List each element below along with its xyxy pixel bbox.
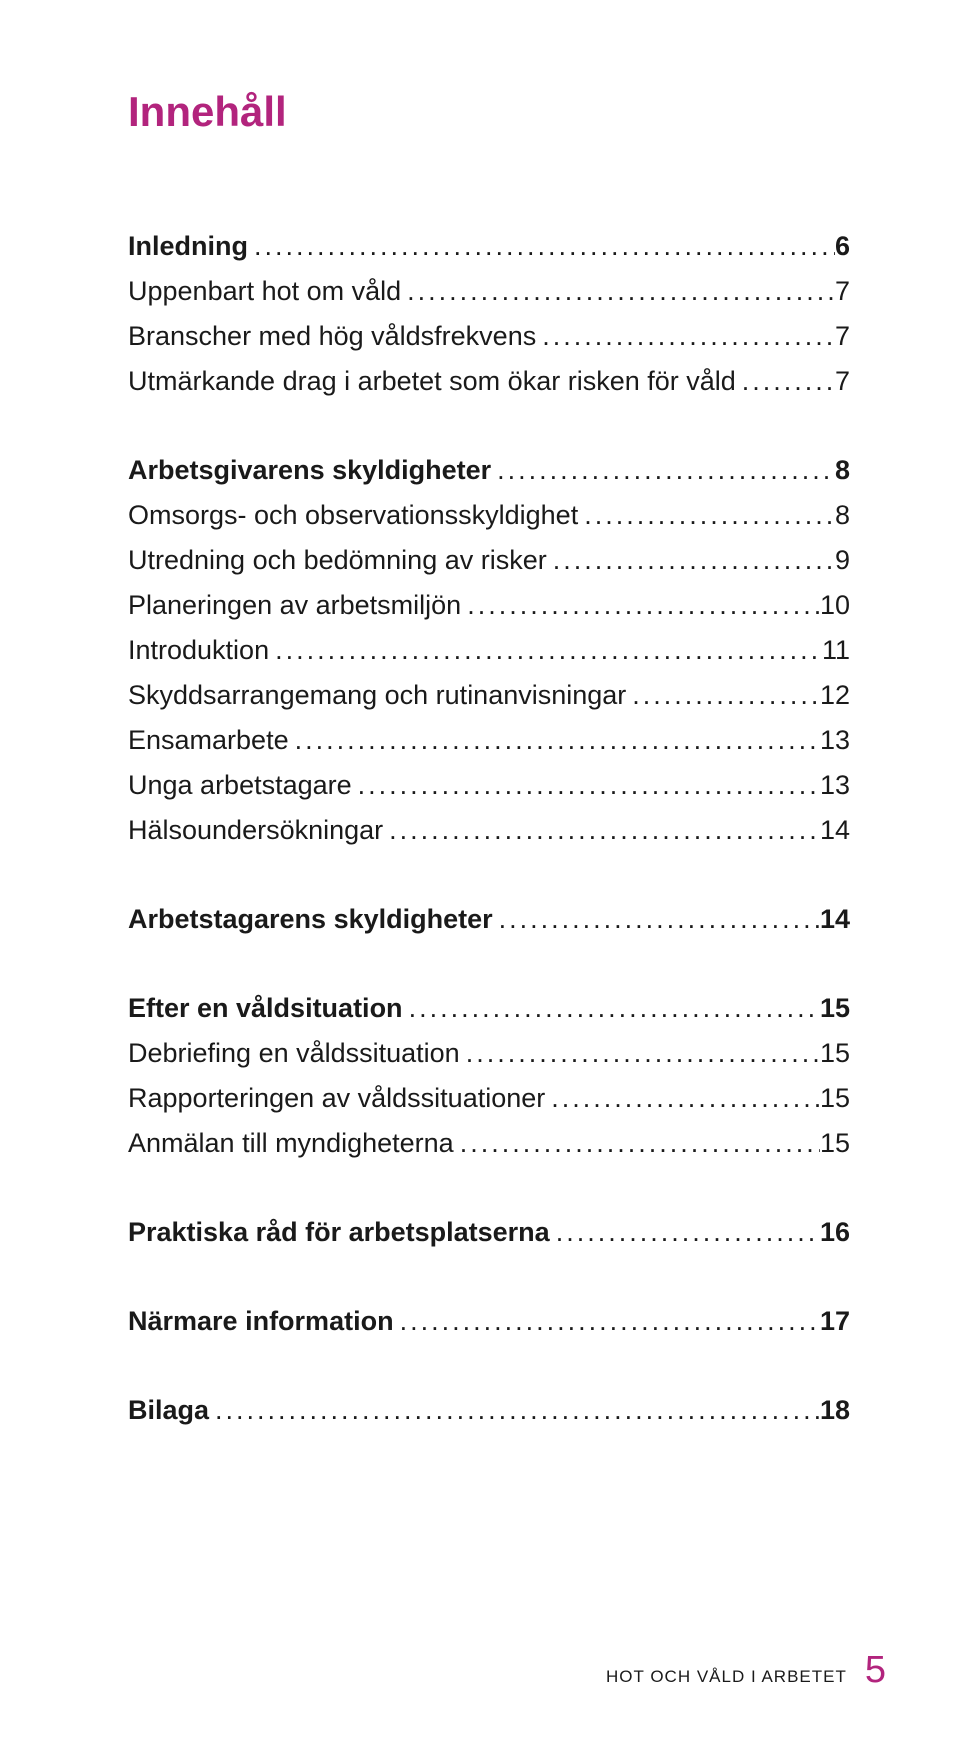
toc-page-number: 13 [820, 718, 850, 763]
toc-leader-dots: ........................................… [401, 269, 835, 314]
toc-label: Utredning och bedömning av risker [128, 538, 547, 583]
footer-text: HOT OCH VÅLD I ARBETET [606, 1667, 847, 1687]
page-footer: HOT OCH VÅLD I ARBETET 5 [606, 1649, 886, 1692]
toc-row: Inledning...............................… [128, 224, 850, 269]
toc-page-number: 15 [820, 1031, 850, 1076]
toc-label: Unga arbetstagare [128, 763, 352, 808]
toc-page-number: 11 [822, 628, 850, 673]
toc-label: Omsorgs- och observationsskyldighet [128, 493, 578, 538]
toc-leader-dots: ........................................… [289, 718, 820, 763]
toc-label: Introduktion [128, 628, 269, 673]
toc-label: Praktiska råd för arbetsplatserna [128, 1210, 550, 1255]
toc-page-number: 12 [820, 673, 850, 718]
toc-row: Ensamarbete.............................… [128, 718, 850, 763]
toc-row: Planeringen av arbetsmiljön.............… [128, 583, 850, 628]
toc-leader-dots: ........................................… [269, 628, 822, 673]
toc-row: Branscher med hög våldsfrekvens.........… [128, 314, 850, 359]
toc-row: Uppenbart hot om våld...................… [128, 269, 850, 314]
toc-page-number: 15 [820, 1121, 850, 1166]
toc-leader-dots: ........................................… [248, 224, 835, 269]
toc-page-number: 14 [820, 897, 850, 942]
toc-label: Efter en våldsituation [128, 986, 403, 1031]
toc-row: Unga arbetstagare.......................… [128, 763, 850, 808]
toc-group: Arbetstagarens skyldigheter.............… [128, 897, 850, 942]
toc-leader-dots: ........................................… [578, 493, 835, 538]
toc-leader-dots: ........................................… [536, 314, 835, 359]
toc-group: Efter en våldsituation..................… [128, 986, 850, 1166]
toc-label: Hälsoundersökningar [128, 808, 383, 853]
toc-label: Planeringen av arbetsmiljön [128, 583, 461, 628]
toc-group: Bilaga..................................… [128, 1388, 850, 1433]
toc-row: Bilaga..................................… [128, 1388, 850, 1433]
toc-group: Inledning...............................… [128, 224, 850, 404]
toc-page-number: 6 [835, 224, 850, 269]
toc-row: Utredning och bedömning av risker.......… [128, 538, 850, 583]
toc-leader-dots: ........................................… [352, 763, 820, 808]
toc-leader-dots: ........................................… [403, 986, 820, 1031]
toc-page-number: 16 [820, 1210, 850, 1255]
page-title: Innehåll [128, 88, 850, 136]
toc-page-number: 18 [820, 1388, 850, 1433]
toc-row: Skyddsarrangemang och rutinanvisningar..… [128, 673, 850, 718]
toc-leader-dots: ........................................… [491, 448, 835, 493]
toc-label: Ensamarbete [128, 718, 289, 763]
toc-page-number: 9 [835, 538, 850, 583]
toc-page-number: 7 [835, 269, 850, 314]
toc-leader-dots: ........................................… [545, 1076, 820, 1121]
toc-leader-dots: ........................................… [460, 1031, 820, 1076]
toc-label: Rapporteringen av våldssituationer [128, 1076, 545, 1121]
toc-leader-dots: ........................................… [547, 538, 835, 583]
toc-page-number: 14 [820, 808, 850, 853]
toc-group: Närmare information.....................… [128, 1299, 850, 1344]
toc-label: Närmare information [128, 1299, 394, 1344]
toc-page-number: 15 [820, 986, 850, 1031]
toc-row: Utmärkande drag i arbetet som ökar riske… [128, 359, 850, 404]
toc-row: Rapporteringen av våldssituationer......… [128, 1076, 850, 1121]
toc-group: Praktiska råd för arbetsplatserna.......… [128, 1210, 850, 1255]
toc-leader-dots: ........................................… [736, 359, 835, 404]
toc-row: Närmare information.....................… [128, 1299, 850, 1344]
toc-label: Utmärkande drag i arbetet som ökar riske… [128, 359, 736, 404]
toc-leader-dots: ........................................… [394, 1299, 820, 1344]
toc-row: Omsorgs- och observationsskyldighet.....… [128, 493, 850, 538]
toc-label: Arbetstagarens skyldigheter [128, 897, 493, 942]
toc-leader-dots: ........................................… [461, 583, 820, 628]
toc-page-number: 15 [820, 1076, 850, 1121]
toc-page-number: 7 [835, 314, 850, 359]
toc-row: Arbetsgivarens skyldigheter.............… [128, 448, 850, 493]
toc-leader-dots: ........................................… [209, 1388, 820, 1433]
toc-row: Introduktion............................… [128, 628, 850, 673]
toc-label: Skyddsarrangemang och rutinanvisningar [128, 673, 626, 718]
toc-label: Inledning [128, 224, 248, 269]
toc-leader-dots: ........................................… [383, 808, 820, 853]
toc-leader-dots: ........................................… [626, 673, 820, 718]
toc-leader-dots: ........................................… [493, 897, 820, 942]
toc-label: Uppenbart hot om våld [128, 269, 401, 314]
toc-row: Anmälan till myndigheterna..............… [128, 1121, 850, 1166]
toc-row: Hälsoundersökningar.....................… [128, 808, 850, 853]
toc-row: Praktiska råd för arbetsplatserna.......… [128, 1210, 850, 1255]
toc-label: Anmälan till myndigheterna [128, 1121, 454, 1166]
toc-page-number: 7 [835, 359, 850, 404]
toc-page-number: 8 [835, 493, 850, 538]
toc-page-number: 17 [820, 1299, 850, 1344]
toc-label: Debriefing en våldssituation [128, 1031, 460, 1076]
toc-label: Arbetsgivarens skyldigheter [128, 448, 491, 493]
toc-row: Arbetstagarens skyldigheter.............… [128, 897, 850, 942]
toc-group: Arbetsgivarens skyldigheter.............… [128, 448, 850, 853]
toc-row: Efter en våldsituation..................… [128, 986, 850, 1031]
toc-leader-dots: ........................................… [550, 1210, 820, 1255]
toc-leader-dots: ........................................… [454, 1121, 820, 1166]
toc-row: Debriefing en våldssituation............… [128, 1031, 850, 1076]
toc-page-number: 13 [820, 763, 850, 808]
toc-label: Bilaga [128, 1388, 209, 1433]
toc-label: Branscher med hög våldsfrekvens [128, 314, 536, 359]
table-of-contents: Inledning...............................… [128, 224, 850, 1433]
toc-page-number: 8 [835, 448, 850, 493]
footer-page-number: 5 [865, 1649, 886, 1692]
toc-page-number: 10 [820, 583, 850, 628]
